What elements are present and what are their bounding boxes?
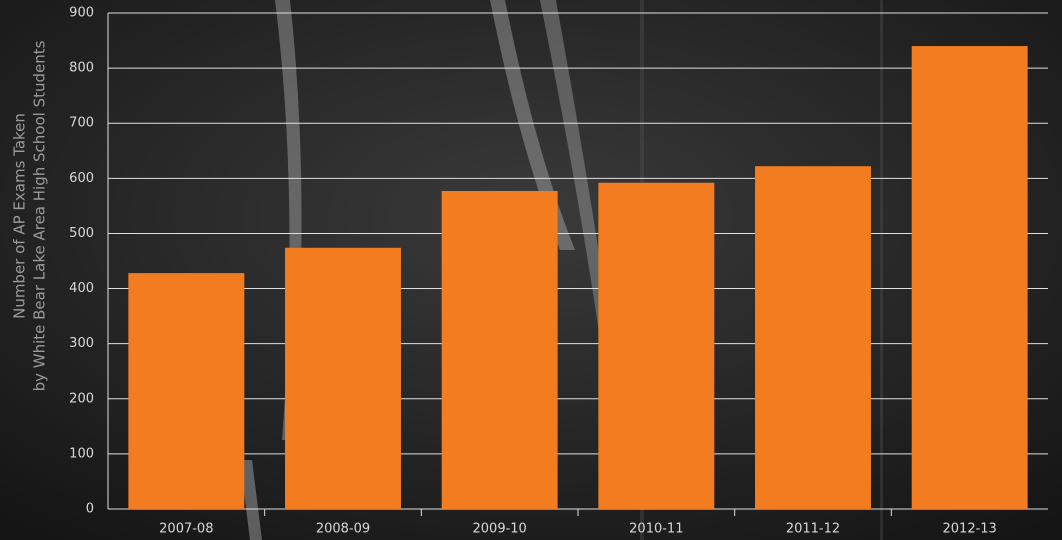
y-tick-label: 300 bbox=[69, 336, 94, 351]
y-tick-label: 800 bbox=[69, 61, 94, 76]
y-axis-label-line: by White Bear Lake Area High School Stud… bbox=[31, 40, 49, 391]
x-tick-label: 2010-11 bbox=[629, 522, 683, 537]
bar bbox=[755, 166, 871, 509]
y-axis-label-line: Number of AP Exams Taken bbox=[11, 113, 29, 319]
x-tick-label: 2011-12 bbox=[786, 522, 840, 537]
y-tick-label: 0 bbox=[86, 502, 94, 517]
x-tick-label: 2008-09 bbox=[316, 522, 370, 537]
y-tick-label: 700 bbox=[69, 116, 94, 131]
x-tick-label: 2007-08 bbox=[159, 522, 213, 537]
bar bbox=[285, 247, 401, 510]
y-tick-label: 500 bbox=[69, 226, 94, 241]
bar bbox=[911, 46, 1028, 510]
x-tick-label: 2009-10 bbox=[473, 522, 527, 537]
x-tick-label: 2012-13 bbox=[943, 522, 997, 537]
y-tick-label: 900 bbox=[69, 6, 94, 21]
y-tick-label: 100 bbox=[69, 446, 94, 461]
bar bbox=[128, 273, 245, 509]
y-tick-label: 400 bbox=[69, 281, 94, 296]
y-tick-label: 200 bbox=[69, 391, 94, 406]
y-axis-label: Number of AP Exams Taken by White Bear L… bbox=[11, 40, 49, 391]
y-tick-label: 600 bbox=[69, 171, 94, 186]
bar bbox=[441, 191, 558, 509]
bar bbox=[598, 182, 715, 509]
